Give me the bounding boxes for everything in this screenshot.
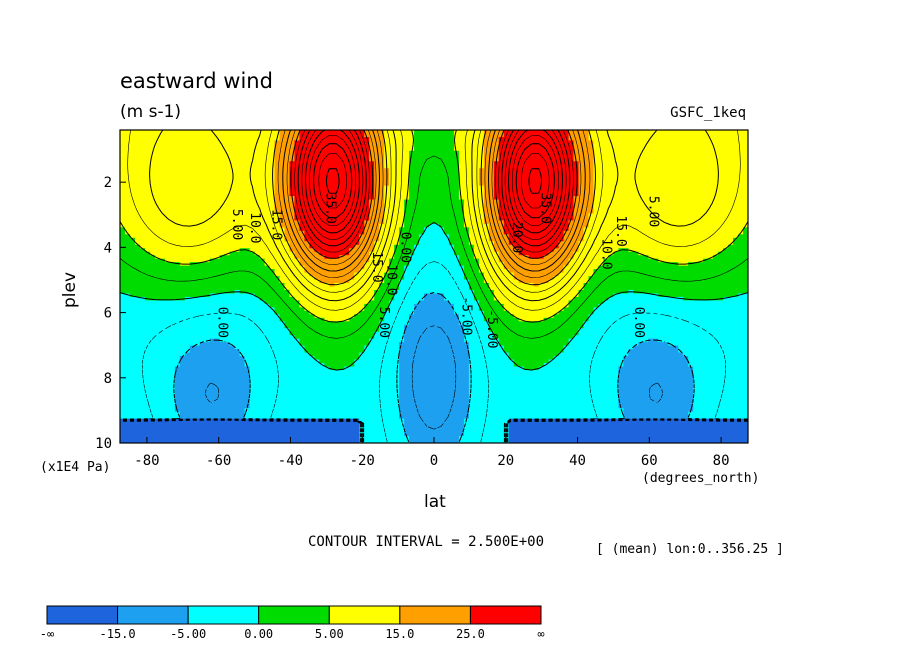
colorbar-label: ∞ <box>537 627 544 641</box>
x-tick-label: -20 <box>350 453 375 469</box>
x-axis-label: lat <box>424 492 446 512</box>
contour-label: 15.0 <box>613 215 628 246</box>
contour-label: 5.00 <box>645 196 660 227</box>
x-tick-label: 80 <box>713 453 730 469</box>
contour-label: 15.0 <box>369 251 384 282</box>
contour-label: 5.00 <box>376 307 391 338</box>
y-tick-label: 8 <box>104 371 112 387</box>
contour-label: -5.00 <box>484 309 499 348</box>
contour-line <box>120 292 748 443</box>
colorbar-swatch <box>399 605 471 625</box>
y-tick-label: 4 <box>104 240 112 256</box>
x-tick-label: -40 <box>278 453 303 469</box>
contour-line <box>282 130 586 272</box>
y-tick-label: 2 <box>104 175 112 191</box>
contour-line <box>120 419 748 443</box>
colorbar-swatch <box>258 605 330 625</box>
x-axis-units: (degrees_north) <box>642 471 760 486</box>
y-axis-units: (x1E4 Pa) <box>40 460 111 475</box>
colorbar-label: 0.00 <box>244 627 273 641</box>
contour-label: 10.0 <box>383 264 398 295</box>
contour-line <box>120 130 748 323</box>
y-axis-label: plev <box>60 271 80 308</box>
contour-line <box>120 155 748 339</box>
contour-line <box>264 130 604 293</box>
chart-title: eastward wind <box>120 69 273 93</box>
contour-line <box>277 130 591 278</box>
contour-line <box>313 143 555 219</box>
colorbar-label: 5.00 <box>315 627 344 641</box>
contour-line <box>272 130 596 286</box>
contour-line <box>294 130 574 253</box>
contour-label: 0.00 <box>215 307 230 338</box>
y-tick-label: 6 <box>104 306 112 322</box>
contour-line <box>120 261 748 443</box>
contour-label: 15.0 <box>269 209 284 240</box>
contour-label: 10.0 <box>247 212 262 243</box>
contour-line <box>120 221 748 371</box>
contour-label: 35.0 <box>538 193 553 224</box>
colorbar-label: 25.0 <box>456 627 485 641</box>
colorbar-swatch <box>187 605 260 625</box>
dataset-label: GSFC_1keq <box>670 105 746 121</box>
averaging-note: [ (mean) lon:0..356.25 ] <box>596 542 784 557</box>
contour-label: 5.00 <box>229 209 244 240</box>
contour-line <box>286 130 582 265</box>
contour-interval: CONTOUR INTERVAL = 2.500E+00 <box>308 534 545 550</box>
contour-label: 35.0 <box>322 193 337 224</box>
contour-label: 0.00 <box>631 307 646 338</box>
colorbar-swatch <box>117 605 189 625</box>
chart-units: (m s-1) <box>120 102 182 122</box>
x-tick-label: 20 <box>497 453 514 469</box>
contour-lines <box>120 130 748 443</box>
colorbar: -∞ -15.0 -5.00 0.00 5.00 15.0 25.0 ∞ <box>40 605 545 641</box>
y-tick-label: 10 <box>95 436 112 452</box>
contour-line <box>290 130 578 259</box>
contour-label: 20.0 <box>509 222 524 253</box>
colorbar-swatch <box>46 605 119 625</box>
colorbar-swatch <box>469 605 542 625</box>
colorbar-label: 15.0 <box>385 627 414 641</box>
colorbar-label: -15.0 <box>100 627 136 641</box>
x-tick-label: 0 <box>430 453 438 469</box>
contour-line <box>318 153 550 209</box>
y-axis: 2 4 6 8 10 <box>95 175 126 452</box>
contour-line <box>127 130 741 311</box>
contour-line <box>297 130 571 247</box>
x-tick-label: 40 <box>569 453 586 469</box>
colorbar-label: -∞ <box>40 627 54 641</box>
colorbar-label: -5.00 <box>170 627 206 641</box>
contour-line <box>309 135 559 226</box>
x-tick-label: -80 <box>134 453 159 469</box>
wind-field <box>120 130 748 443</box>
contour-line <box>326 168 542 194</box>
x-tick-label: 60 <box>641 453 658 469</box>
contour-line <box>305 130 563 234</box>
contour-line <box>120 418 748 443</box>
contour-label: 10.0 <box>599 238 614 269</box>
contour-label: -5.00 <box>459 296 474 335</box>
x-axis: -80 -60 -40 -20 0 20 40 60 80 <box>134 437 730 469</box>
colorbar-swatch <box>328 605 401 625</box>
contour-line <box>301 130 567 240</box>
x-tick-label: -60 <box>206 453 231 469</box>
contour-label: 0.00 <box>398 232 413 263</box>
contour-line <box>149 130 719 302</box>
